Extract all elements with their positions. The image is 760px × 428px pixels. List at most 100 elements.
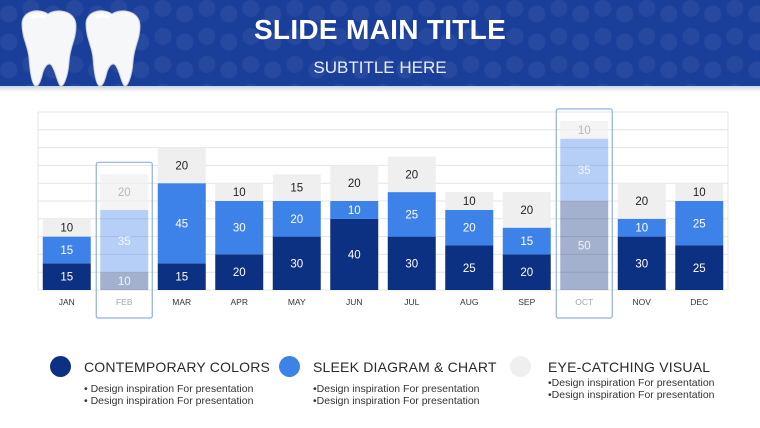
- data-label: 10: [693, 187, 706, 199]
- data-label: 30: [233, 223, 246, 235]
- data-label: 20: [635, 196, 648, 208]
- bar-segment: [387, 156, 436, 193]
- bar-segment: [272, 201, 321, 237]
- legend-bullet: • Design inspiration For presentation: [84, 383, 254, 395]
- bar-segment: [42, 263, 91, 290]
- tick-label: JUL: [404, 297, 419, 307]
- bar-segment: [387, 192, 436, 237]
- legend-dot: [50, 356, 71, 377]
- bar-segment: [330, 165, 379, 201]
- legend-label: EYE-CATCHING VISUAL: [548, 359, 711, 375]
- tick-label: OCT: [575, 297, 593, 307]
- data-label: 30: [290, 258, 303, 270]
- bar-segment: [100, 174, 149, 210]
- tick-label: DEC: [690, 297, 708, 307]
- data-label: 50: [578, 241, 591, 253]
- data-label: 45: [175, 218, 188, 230]
- legend-bullet: •Design inspiration For presentation: [548, 377, 715, 389]
- bar-segment: [215, 183, 264, 201]
- bar-segment: [502, 192, 551, 228]
- data-label: 35: [578, 165, 591, 177]
- data-label: 15: [60, 272, 73, 284]
- tick-label: SEP: [518, 297, 535, 307]
- page-title: SLIDE MAIN TITLE: [253, 14, 507, 45]
- data-label: 25: [693, 263, 706, 275]
- bar-segment: [42, 236, 91, 264]
- bar-segment: [560, 138, 609, 201]
- bar-segment: [272, 236, 321, 290]
- bar-segment: [560, 201, 609, 290]
- bar-segment: [215, 201, 264, 255]
- data-label: 20: [405, 169, 418, 181]
- bar-segment: [157, 147, 206, 184]
- bar-segment: [445, 245, 494, 290]
- tooth-icon: [85, 10, 141, 86]
- data-label: 10: [578, 125, 591, 137]
- bar-segment: [42, 218, 91, 237]
- legend-bullet: •Design inspiration For presentation: [548, 389, 715, 401]
- tick-label: APR: [231, 297, 248, 307]
- bar-segment: [445, 192, 494, 210]
- tick-label: MAR: [172, 297, 191, 307]
- data-label: 10: [233, 187, 246, 199]
- tick-label: FEB: [116, 297, 133, 307]
- tick-label: MAY: [288, 297, 306, 307]
- tick-label: NOV: [633, 297, 652, 307]
- data-label: 15: [520, 236, 533, 248]
- bar-segment: [157, 183, 206, 264]
- bar-segment: [502, 227, 551, 255]
- data-label: 10: [118, 276, 131, 288]
- bar-segment: [100, 272, 149, 290]
- header-shadow: [0, 86, 760, 92]
- data-label: 25: [693, 218, 706, 230]
- legend-label: CONTEMPORARY COLORS: [84, 359, 271, 375]
- data-label: 30: [405, 258, 418, 270]
- bar-segment: [215, 254, 264, 290]
- data-label: 15: [290, 183, 303, 195]
- legend-bullet: •Design inspiration For presentation: [313, 383, 480, 395]
- bar-segment: [387, 236, 436, 290]
- data-label: 20: [233, 267, 246, 279]
- data-label: 25: [463, 263, 476, 275]
- tick-label: JUN: [346, 297, 363, 307]
- legend-bullet: • Design inspiration For presentation: [84, 395, 254, 407]
- bar-segment: [675, 245, 724, 290]
- data-label: 25: [405, 209, 418, 221]
- data-label: 10: [463, 196, 476, 208]
- bar-segment: [617, 183, 666, 219]
- data-label: 15: [175, 272, 188, 284]
- data-label: 15: [60, 245, 73, 257]
- bar-segment: [560, 120, 609, 139]
- data-label: 30: [635, 258, 648, 270]
- tick-label: AUG: [460, 297, 478, 307]
- data-label: 35: [118, 236, 131, 248]
- data-label: 20: [175, 160, 188, 172]
- bar-segment: [272, 174, 321, 201]
- highlight-frame: [555, 108, 613, 319]
- data-label: 20: [290, 214, 303, 226]
- data-label: 10: [635, 223, 648, 235]
- data-label: 20: [463, 223, 476, 235]
- bar-segment: [617, 218, 666, 237]
- data-label: 20: [520, 267, 533, 279]
- legend-dot: [279, 356, 300, 377]
- tick-label: JAN: [59, 297, 75, 307]
- bar-segment: [675, 183, 724, 201]
- highlight-frame: [95, 161, 153, 319]
- bar-segment: [157, 263, 206, 290]
- data-label: 40: [348, 249, 361, 261]
- legend-bullet: •Design inspiration For presentation: [313, 395, 480, 407]
- bar-segment: [617, 236, 666, 290]
- bar-segment: [330, 218, 379, 290]
- legend-dot: [510, 356, 531, 377]
- bar-segment: [445, 209, 494, 246]
- bar-segment: [330, 201, 379, 219]
- stacked-bar-chart: 15 15 10 JAN 10 35 20 FEB 15 45 20 MAR 20 30 10 APR 30 20…: [37, 108, 729, 319]
- bar-segment: [100, 209, 149, 273]
- data-label: 20: [520, 205, 533, 217]
- legend-label: SLEEK DIAGRAM & CHART: [313, 359, 497, 375]
- bar-segment: [675, 201, 724, 246]
- data-label: 20: [348, 178, 361, 190]
- data-label: 10: [348, 205, 361, 217]
- data-label: 20: [118, 187, 131, 199]
